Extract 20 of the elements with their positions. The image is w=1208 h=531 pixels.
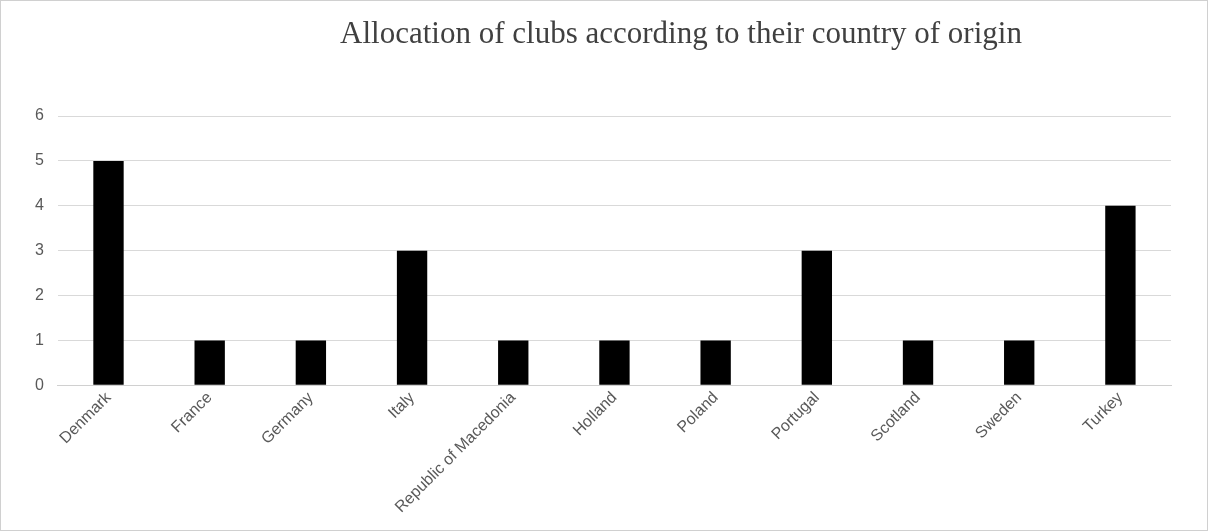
bar [498, 340, 529, 385]
bar [1004, 340, 1035, 385]
bar [700, 340, 731, 385]
bar [194, 340, 225, 385]
bar [599, 340, 630, 385]
bar [93, 160, 124, 385]
y-tick-label: 1 [34, 330, 44, 348]
x-tick-label: Italy [384, 388, 418, 422]
chart-title: Allocation of clubs according to their country of origin [339, 15, 1023, 51]
bar [396, 250, 428, 385]
y-tick-label: 5 [34, 151, 44, 169]
y-tick-label: 2 [34, 285, 44, 303]
bar [902, 340, 934, 385]
y-tick-label: 6 [34, 106, 44, 124]
y-tick-label: 3 [34, 241, 44, 259]
y-tick-label: 4 [34, 196, 44, 214]
bar [1105, 205, 1136, 385]
bar [295, 340, 327, 385]
bar [801, 250, 833, 385]
y-tick-label: 0 [34, 375, 44, 393]
